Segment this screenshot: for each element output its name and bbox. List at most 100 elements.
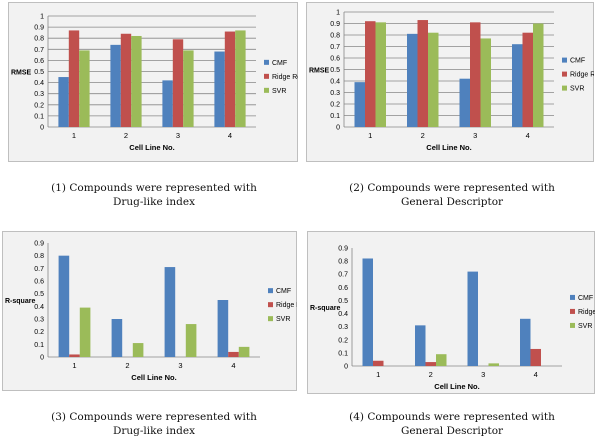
chart2-bar-ridge-regression-1 — [365, 21, 376, 128]
chart2-legend-label: Ridge Regression — [570, 72, 594, 79]
chart3-bar-ridge-regression-4 — [228, 351, 239, 357]
chart4-y-tick-label: 0.7 — [338, 272, 348, 279]
chart1-y-tick-label: 0.3 — [34, 91, 44, 98]
chart1-y-tick-label: 0.2 — [34, 102, 44, 109]
chart2-y-tick-label: 1 — [336, 10, 340, 17]
chart3-bar-ridge-regression-1 — [69, 354, 80, 357]
chart3-legend-label: CMF — [276, 288, 291, 295]
chart1-y-tick-label: 0.1 — [34, 113, 44, 120]
chart4-bar-ridge-regression-4 — [530, 348, 541, 366]
chart4-bar-cmf-4 — [520, 318, 531, 366]
chart3-y-tick-label: 0.4 — [34, 304, 44, 311]
chart2-y-tick-label: 0.5 — [330, 67, 340, 74]
chart4-bars — [362, 258, 541, 366]
chart1-frame — [8, 2, 298, 162]
chart1-bar-svr-4 — [235, 30, 246, 127]
chart4-legend-label: Ridge Regression — [578, 309, 595, 316]
chart2-y-tick-label: 0.9 — [330, 21, 340, 28]
chart4-x-tick-label: 2 — [429, 370, 433, 379]
chart4-x-tick-label: 1 — [376, 370, 380, 379]
chart1-y-tick-label: 0.5 — [34, 69, 44, 76]
chart1-legend-swatch-ridge-regression — [264, 73, 269, 79]
chart1-bar-cmf-1 — [58, 77, 69, 127]
chart3-x-tick-label: 3 — [178, 361, 182, 370]
chart2-legend-swatch-svr — [562, 85, 567, 91]
chart1-y-axis-title: RMSE — [11, 70, 32, 77]
chart3-legend-swatch-svr — [268, 316, 273, 322]
chart4-y-tick-label: 0.1 — [338, 350, 348, 357]
chart4-y-tick-label: 0.9 — [338, 246, 348, 253]
chart4-bar-cmf-1 — [362, 258, 373, 366]
chart4-y-tick-label: 0 — [344, 364, 348, 371]
chart1-bar-ridge-regression-3 — [172, 39, 184, 128]
chart2-y-tick-label: 0 — [336, 125, 340, 132]
chart2-bar-cmf-3 — [459, 78, 470, 127]
chart3-bar-cmf-3 — [164, 267, 176, 357]
chart2-x-tick-label: 4 — [526, 131, 530, 140]
caption-3-line-2: Drug-like index — [112, 425, 196, 437]
chart-panel-2: 0 0.1 0.2 0.3 0.4 0.5 0.6 0.7 0.8 0.9 1 1 2 3 4 Cell Li… — [306, 2, 594, 162]
chart4-frame — [307, 231, 595, 394]
chart3-y-tick-label: 0.8 — [34, 253, 44, 260]
chart1-bar-svr-1 — [79, 50, 90, 127]
chart1-legend-label: SVR — [272, 88, 286, 95]
chart2-y-axis-title: RMSE — [309, 68, 330, 75]
chart2-bar-cmf-2 — [407, 33, 418, 127]
chart4-y-tick-label: 0.5 — [338, 298, 348, 305]
chart1-x-tick-label: 1 — [72, 131, 76, 140]
caption-3: (3) Compounds were represented with Drug… — [4, 410, 304, 438]
chart3-legend-label: Ridge Regression — [276, 302, 297, 309]
chart3-x-axis: 1 2 3 4 — [72, 361, 235, 370]
chart3-y-tick-label: 0.5 — [34, 291, 44, 298]
chart4-bar-ridge-regression-2 — [425, 362, 436, 366]
chart4-x-tick-label: 4 — [534, 370, 538, 379]
chart2-y-tick-label: 0.8 — [330, 33, 340, 40]
chart2-legend-label: CMF — [570, 58, 585, 65]
chart3-y-axis: 0 0.1 0.2 0.3 0.4 0.5 0.6 0.7 0.8 0.9 — [34, 241, 44, 362]
chart4-legend-label: SVR — [578, 323, 592, 330]
caption-3-line-1: (3) Compounds were represented with — [51, 411, 257, 423]
chart4-x-axis: 1 2 3 4 — [376, 370, 538, 379]
chart3-y-tick-label: 0 — [40, 355, 44, 362]
chart4-legend-swatch-cmf — [570, 294, 575, 300]
chart-panel-1: 0 0.1 0.2 0.3 0.4 0.5 0.6 0.7 0.8 0.9 1 1 2 3 4 Cell Li… — [8, 2, 298, 162]
chart4-bar-svr-2 — [436, 354, 447, 366]
chart2-bar-ridge-regression-3 — [470, 22, 481, 128]
chart4-legend-swatch-svr — [570, 322, 575, 328]
chart1-y-tick-label: 0.4 — [34, 80, 44, 87]
chart1-bar-ridge-regression-1 — [68, 30, 80, 127]
chart2-bar-svr-1 — [375, 22, 386, 128]
chart3-bar-cmf-1 — [58, 255, 70, 357]
chart3-legend-label: SVR — [276, 316, 290, 323]
caption-1-line-2: Drug-like index — [112, 196, 196, 208]
chart2-x-tick-label: 1 — [368, 131, 372, 140]
chart3-y-tick-label: 0.9 — [34, 241, 44, 248]
chart1-legend-label: Ridge Regression — [272, 74, 298, 81]
chart1-y-tick-label: 1 — [40, 14, 44, 21]
chart1-legend-label: CMF — [272, 60, 287, 67]
chart1-bar-svr-2 — [131, 35, 142, 128]
chart2-legend-label: SVR — [570, 86, 584, 93]
chart3-x-tick-label: 4 — [231, 361, 235, 370]
chart1-bar-ridge-regression-4 — [224, 31, 236, 127]
chart4-y-axis: 0 0.1 0.2 0.3 0.4 0.5 0.6 0.7 0.8 0.9 — [338, 246, 348, 371]
chart4-x-tick-label: 3 — [481, 370, 485, 379]
chart1-bar-cmf-3 — [162, 80, 173, 127]
caption-2-line-2: General Descriptor — [400, 196, 504, 208]
chart1-legend: CMF Ridge Regression SVR — [264, 59, 298, 95]
chart4-bar-cmf-3 — [467, 271, 478, 366]
chart3-legend-swatch-ridge-regression — [268, 302, 273, 308]
chart-2: 0 0.1 0.2 0.3 0.4 0.5 0.6 0.7 0.8 0.9 1 1 2 3 4 Cell Li… — [306, 2, 594, 162]
chart4-y-tick-label: 0.6 — [338, 285, 348, 292]
caption-4-line-1: (4) Compounds were represented with — [349, 411, 555, 423]
chart4-bar-svr-3 — [488, 363, 499, 366]
chart2-y-tick-label: 0.1 — [330, 113, 340, 120]
chart-4: 0 0.1 0.2 0.3 0.4 0.5 0.6 0.7 0.8 0.9 1 2 3 4 Cell Lin… — [307, 231, 595, 394]
chart1-x-axis-title: Cell Line No. — [129, 143, 174, 152]
chart3-x-tick-label: 2 — [125, 361, 129, 370]
chart3-legend-swatch-cmf — [268, 288, 273, 294]
caption-2-line-1: (2) Compounds were represented with — [349, 182, 555, 194]
chart2-y-tick-label: 0.7 — [330, 44, 340, 51]
chart2-legend-swatch-ridge-regression — [562, 71, 567, 77]
chart3-bar-svr-4 — [238, 346, 250, 357]
